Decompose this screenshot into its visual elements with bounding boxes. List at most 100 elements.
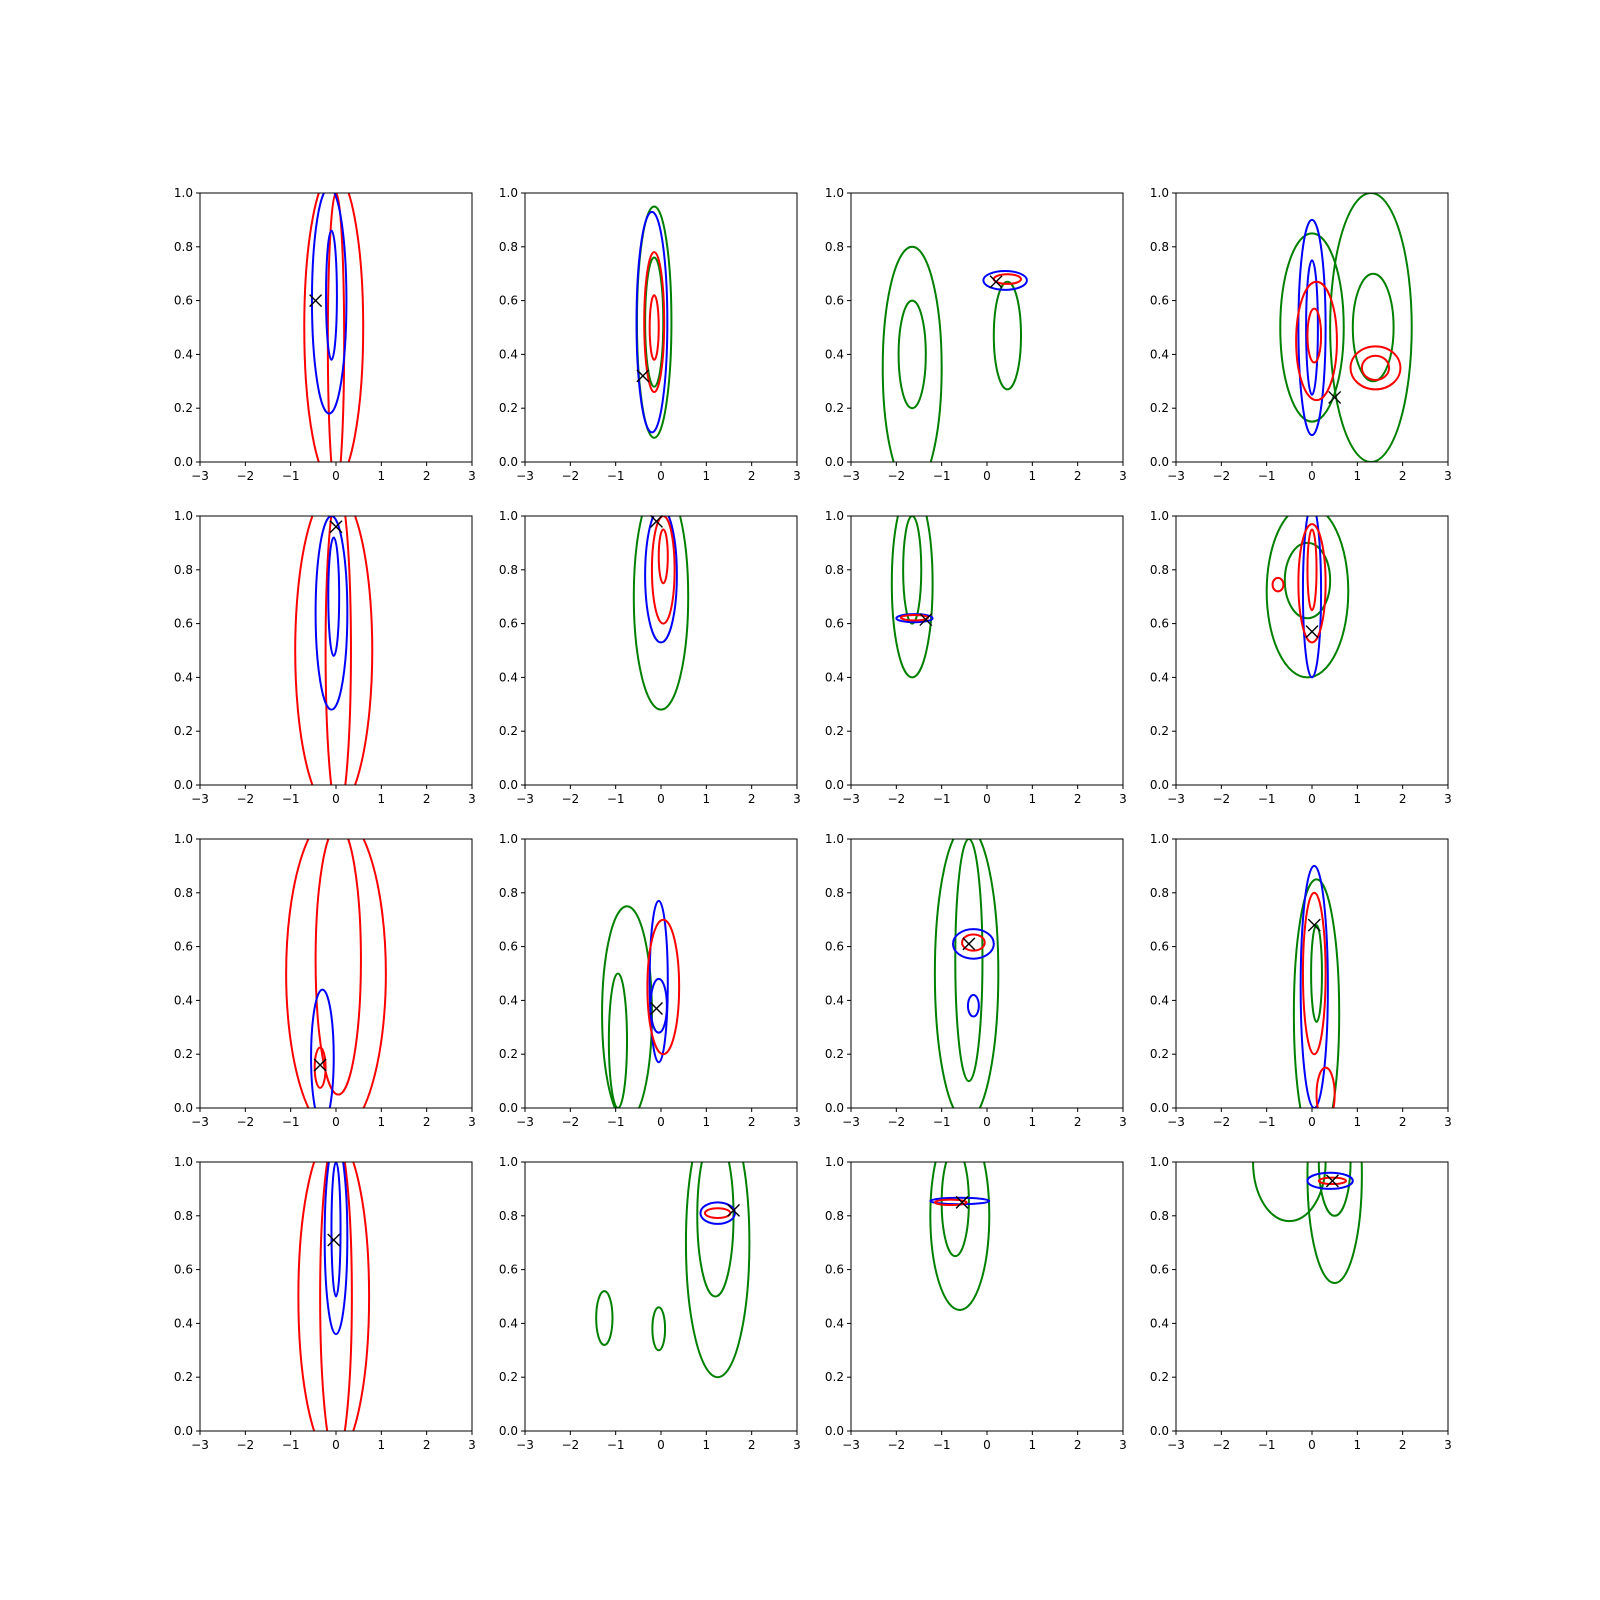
contour-green-6 [651,1306,667,1352]
y-tick-label: 0.4 [499,670,518,684]
subplot-4-3: −3 −2 −1 0 1 2 3 0.0 0.2 0.4 0.6 0.8 1.0 [825,1155,1127,1452]
contour-green-3 [1317,1162,1352,1217]
plot-area [1265,516,1350,679]
x-tick-label: 2 [1399,469,1407,483]
plot-area [635,205,673,439]
x-tick-label: 0 [983,1438,991,1452]
contour-green-2 [1283,541,1332,620]
y-tick-label: 0.6 [174,617,193,631]
contour-green-3 [992,280,1023,391]
contour-blue-3 [310,193,348,415]
x-tick-label: 0 [332,1115,340,1129]
x-marker-stroke-2 [329,520,343,534]
y-tick-label: 0.4 [825,993,844,1007]
y-tick-label: 0.6 [499,1263,518,1277]
y-tick-label: 1.0 [499,186,518,200]
contour-green-1 [684,1162,751,1379]
y-tick-label: 0.6 [174,940,193,954]
contour-blue-3 [699,1201,736,1225]
subplot-1-4: −3 −2 −1 0 1 2 3 0.0 0.2 0.4 0.6 0.8 1.0 [1150,186,1452,483]
y-tick-label: 1.0 [825,1155,844,1169]
subplot-3-3: −3 −2 −1 0 1 2 3 0.0 0.2 0.4 0.6 0.8 1.0 [825,832,1127,1129]
y-tick-label: 0.4 [499,993,518,1007]
subplot-2-4: −3 −2 −1 0 1 2 3 0.0 0.2 0.4 0.6 0.8 1.0 [1150,509,1452,806]
contour-blue-3 [314,516,349,711]
y-tick-label: 0.2 [1150,724,1169,738]
x-tick-label: 0 [657,792,665,806]
contour-red-4 [643,251,666,394]
x-marker [329,520,343,534]
x-tick-label: −1 [933,792,951,806]
x-tick-label: −1 [1258,469,1276,483]
y-tick-label: 1.0 [1150,186,1169,200]
contour-red-5 [1315,1066,1336,1108]
y-tick-label: 0.0 [1150,1424,1169,1438]
contour-green-1 [632,516,690,711]
contour-red-1 [297,1162,371,1431]
x-tick-label: 0 [657,1115,665,1129]
contour-green-1 [929,1162,991,1311]
y-tick-label: 1.0 [1150,1155,1169,1169]
y-tick-label: 0.8 [174,886,193,900]
y-tick-label: 1.0 [174,509,193,523]
x-tick-label: 2 [423,1438,431,1452]
y-tick-label: 0.6 [825,294,844,308]
x-marker-stroke-2 [1325,1174,1339,1188]
contour-red-6 [1306,528,1318,612]
subplot-4-4: −3 −2 −1 0 1 2 3 0.0 0.2 0.4 0.6 0.8 1.0 [1150,1155,1452,1452]
contour-blue-4 [330,1162,342,1298]
x-tick-label: 3 [468,1438,476,1452]
contour-blue-3 [648,899,669,1064]
y-tick-label: 0.4 [1150,993,1169,1007]
contour-blue-2 [635,210,669,434]
x-tick-label: −2 [561,469,579,483]
x-tick-label: −3 [1167,1438,1185,1452]
contour-red-8 [1349,345,1402,391]
x-tick-label: −1 [933,1438,951,1452]
contour-red-3 [1301,891,1327,1056]
y-tick-label: 0.6 [825,940,844,954]
x-tick-label: 0 [657,1438,665,1452]
contour-green-2 [954,839,984,1083]
y-tick-label: 0.6 [174,294,193,308]
x-tick-label: 0 [1308,1115,1316,1129]
y-tick-label: 0.2 [1150,401,1169,415]
contour-red-1 [294,516,374,785]
x-marker-stroke-2 [313,1058,327,1072]
contour-blue-3 [952,928,995,960]
y-tick-label: 0.6 [825,617,844,631]
x-tick-label: −3 [516,469,534,483]
x-tick-label: 3 [468,1115,476,1129]
y-tick-label: 0.0 [174,455,193,469]
y-tick-label: 0.6 [825,1263,844,1277]
y-tick-label: 0.4 [825,670,844,684]
contour-red-2 [324,516,352,785]
plot-area [632,516,690,711]
x-tick-label: −2 [236,1438,254,1452]
y-tick-label: 0.8 [499,886,518,900]
x-tick-label: 0 [983,469,991,483]
y-tick-label: 1.0 [174,186,193,200]
y-tick-label: 0.4 [174,670,193,684]
x-tick-label: −2 [236,1115,254,1129]
plot-area [890,516,934,679]
plot-area [1279,193,1413,462]
y-tick-label: 0.4 [1150,347,1169,361]
y-tick-label: 0.6 [499,294,518,308]
x-marker [636,369,650,383]
x-tick-label: −1 [933,1115,951,1129]
contour-green-1 [1292,878,1341,1108]
x-marker [989,275,1003,289]
x-tick-label: −3 [191,1115,209,1129]
x-tick-label: 1 [703,1438,711,1452]
contour-blue-5 [966,994,980,1018]
x-tick-label: 1 [703,1115,711,1129]
x-tick-label: −2 [561,1438,579,1452]
y-tick-label: 0.0 [499,778,518,792]
contour-blue-5 [1305,259,1319,396]
y-tick-label: 0.8 [825,563,844,577]
x-tick-label: 3 [1444,792,1452,806]
x-marker [1328,390,1342,404]
plot-area [303,193,365,462]
x-tick-label: 3 [1444,469,1452,483]
